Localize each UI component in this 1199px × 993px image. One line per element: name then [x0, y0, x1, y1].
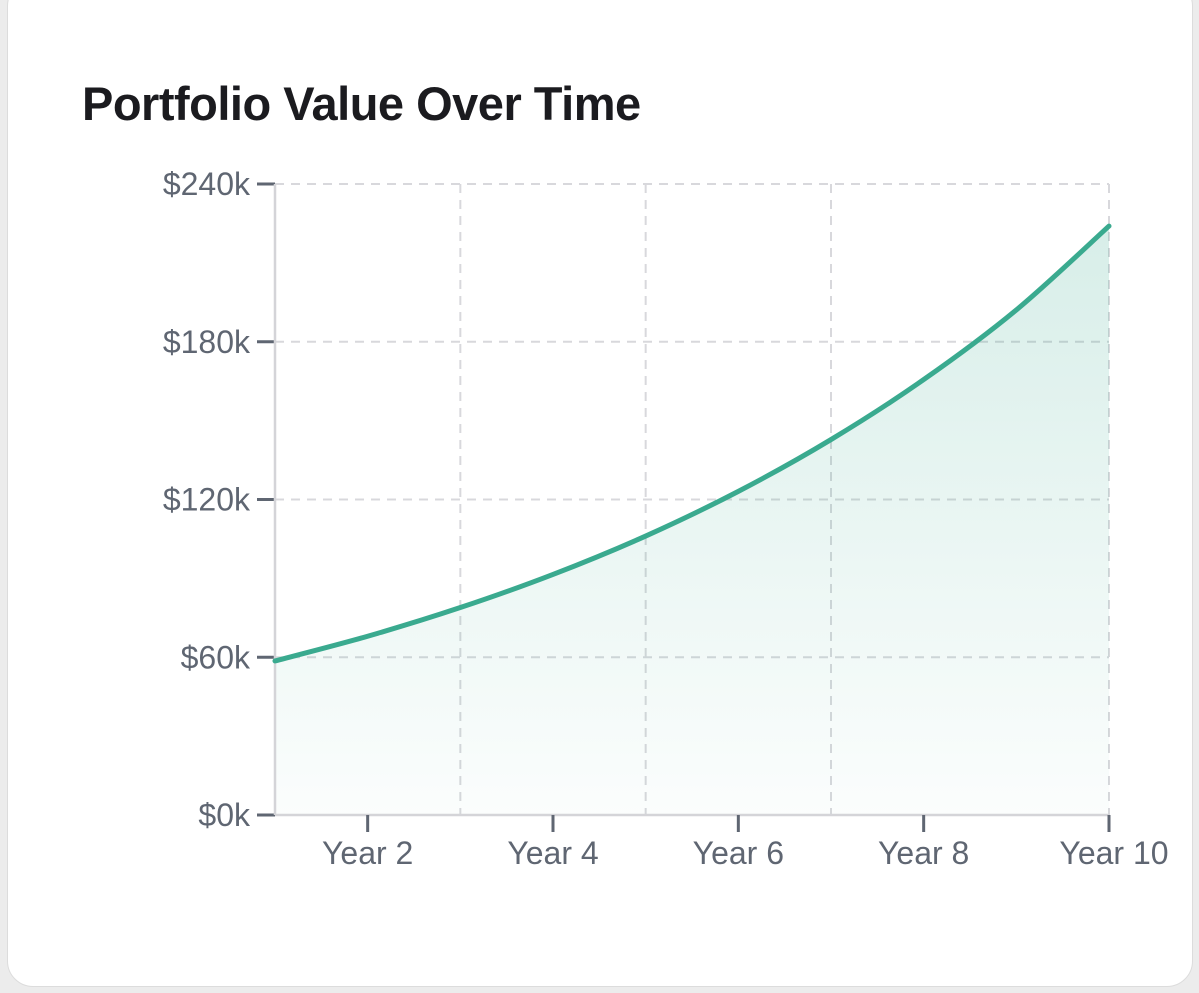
- y-tick-label: $60k: [181, 639, 251, 675]
- x-tick-label: Year 8: [878, 835, 969, 871]
- x-tick-label: Year 10: [1059, 835, 1168, 871]
- chart-title: Portfolio Value Over Time: [82, 77, 641, 130]
- x-tick-label: Year 4: [507, 835, 598, 871]
- x-tick-label: Year 6: [693, 835, 784, 871]
- y-tick-label: $240k: [163, 166, 251, 202]
- series-area-fill: [275, 226, 1109, 816]
- x-tick-label: Year 2: [322, 835, 413, 871]
- series-line: [272, 223, 1112, 664]
- y-tick-label: $180k: [163, 324, 251, 360]
- y-tick-label: $120k: [163, 482, 251, 518]
- y-tick-label: $0k: [198, 797, 251, 833]
